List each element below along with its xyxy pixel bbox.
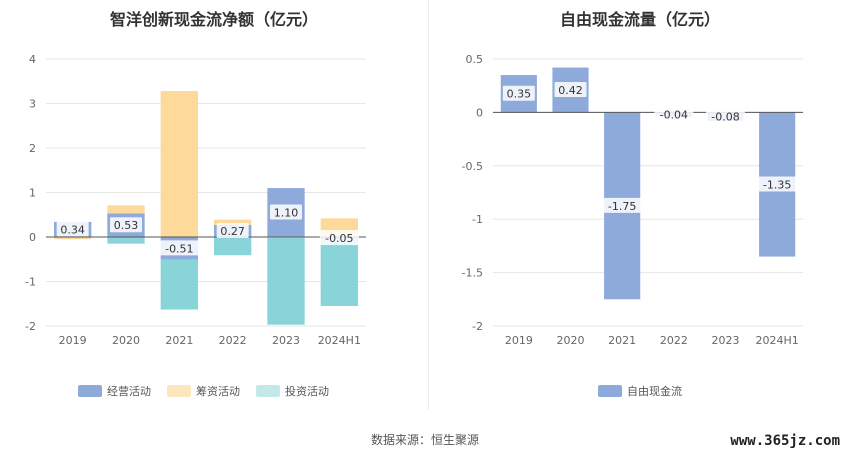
chart-0-bar-1-0 xyxy=(54,237,92,240)
legend-item-investing[interactable]: 投资活动 xyxy=(256,383,329,399)
legend-swatch-operating xyxy=(78,385,102,397)
chart-1-data-label-bg xyxy=(654,106,694,122)
chart-0-x-tick-label: 2022 xyxy=(219,334,247,347)
chart-1-x-tick-label: 2022 xyxy=(660,334,688,347)
chart-1-data-label: -0.04 xyxy=(660,109,688,122)
chart-1-data-label: 0.35 xyxy=(507,88,532,101)
chart-1-x-tick-label: 2024H1 xyxy=(756,334,799,347)
chart-0-bar-1-1 xyxy=(107,205,145,214)
chart-0-y-tick-label: 4 xyxy=(29,53,36,66)
chart-0-bar-2-4 xyxy=(267,237,305,325)
chart-0-x-tick-label: 2019 xyxy=(59,334,87,347)
chart-0-bar-2-5 xyxy=(320,239,358,306)
chart-0-x-tick-label: 2024H1 xyxy=(318,334,361,347)
chart-divider xyxy=(428,0,429,410)
chart-1-x-tick-label: 2019 xyxy=(505,334,533,347)
chart-1-data-label: 0.42 xyxy=(558,84,583,97)
chart-0-data-label: -0.05 xyxy=(325,232,353,245)
legend-label-investing: 投资活动 xyxy=(285,385,329,398)
chart-1-y-tick-label: 0 xyxy=(476,106,483,119)
chart-1-y-tick-label: -2 xyxy=(472,320,483,333)
chart-1-data-label-bg xyxy=(554,81,587,97)
right-freecashflow-chart: -2 -1.5 -1 -0.5 0 0.5 2019 2020 2021 2022 2023 2024… xyxy=(462,53,803,347)
chart-0-bar-2-3 xyxy=(214,237,252,256)
left-cashflow-chart: -2 -1 0 1 2 3 4 2019 2020 2021 2022 2023 2024H1 0.34 0… xyxy=(25,53,366,347)
chart-0-data-label: 1.10 xyxy=(274,207,299,220)
chart-0-y-tick-label: -2 xyxy=(25,320,36,333)
chart-0-data-label: 0.53 xyxy=(114,219,139,232)
chart-1-data-label-bg xyxy=(757,176,797,192)
chart-1-data-label: -1.35 xyxy=(763,178,791,191)
legend-item-free-cash-flow[interactable]: 自由现金流 xyxy=(598,383,682,399)
right-chart-legend: 自由现金流 xyxy=(598,383,698,399)
left-chart-title: 智洋创新现金流净额（亿元） xyxy=(109,10,318,29)
chart-1-y-tick-label: -1.5 xyxy=(462,267,483,280)
chart-0-y-tick-label: 2 xyxy=(29,142,36,155)
chart-1-x-tick-label: 2023 xyxy=(712,334,740,347)
chart-0-x-tick-label: 2020 xyxy=(112,334,140,347)
chart-0-bar-1-3 xyxy=(214,219,252,225)
chart-1-data-label: -1.75 xyxy=(608,200,636,213)
chart-1-data-label-bg xyxy=(502,85,535,101)
chart-1-data-label-bg xyxy=(602,197,642,213)
chart-1-x-tick-label: 2021 xyxy=(608,334,636,347)
site-watermark: www.365jz.com xyxy=(730,433,840,449)
chart-0-data-label-bg xyxy=(319,230,359,246)
legend-label-financing: 筹资活动 xyxy=(196,385,240,398)
chart-0-y-tick-label: 3 xyxy=(29,98,36,111)
chart-0-bar-2-2 xyxy=(160,259,198,310)
chart-0-bar-1-2 xyxy=(160,91,198,237)
chart-0-x-tick-label: 2023 xyxy=(272,334,300,347)
chart-0-data-label: -0.51 xyxy=(165,242,193,255)
legend-swatch-investing xyxy=(256,385,280,397)
legend-swatch-free-cash-flow xyxy=(598,385,622,397)
chart-0-data-label-bg xyxy=(110,217,142,233)
chart-0-data-label-bg xyxy=(216,222,249,238)
chart-1-x-tick-label: 2020 xyxy=(557,334,585,347)
chart-0-data-label-bg xyxy=(270,204,302,220)
legend-item-operating[interactable]: 经营活动 xyxy=(78,383,151,399)
chart-0-data-label-bg xyxy=(159,240,199,256)
chart-0-x-tick-label: 2021 xyxy=(165,334,193,347)
chart-0-data-label: 0.27 xyxy=(220,225,245,238)
data-source-note: 数据来源：恒生聚源 xyxy=(370,433,479,447)
legend-item-financing[interactable]: 筹资活动 xyxy=(167,383,240,399)
chart-0-bar-2-1 xyxy=(107,237,145,244)
chart-0-y-tick-label: 0 xyxy=(29,231,36,244)
chart-1-y-tick-label: 0.5 xyxy=(466,53,484,66)
chart-1-data-label: -0.08 xyxy=(711,111,739,124)
chart-1-y-tick-label: -1 xyxy=(472,213,483,226)
legend-swatch-financing xyxy=(167,385,191,397)
legend-label-operating: 经营活动 xyxy=(107,385,151,398)
chart-0-data-label: 0.34 xyxy=(60,223,85,236)
left-chart-legend: 经营活动 筹资活动 投资活动 xyxy=(78,383,345,399)
right-chart-title: 自由现金流量（亿元） xyxy=(559,10,720,29)
chart-0-y-tick-label: -1 xyxy=(25,276,36,289)
chart-1-data-label-bg xyxy=(706,108,745,124)
chart-1-y-tick-label: -0.5 xyxy=(462,160,483,173)
chart-0-y-tick-label: 1 xyxy=(29,187,36,200)
chart-0-data-label-bg xyxy=(56,221,89,237)
legend-label-free-cash-flow: 自由现金流 xyxy=(627,385,682,398)
